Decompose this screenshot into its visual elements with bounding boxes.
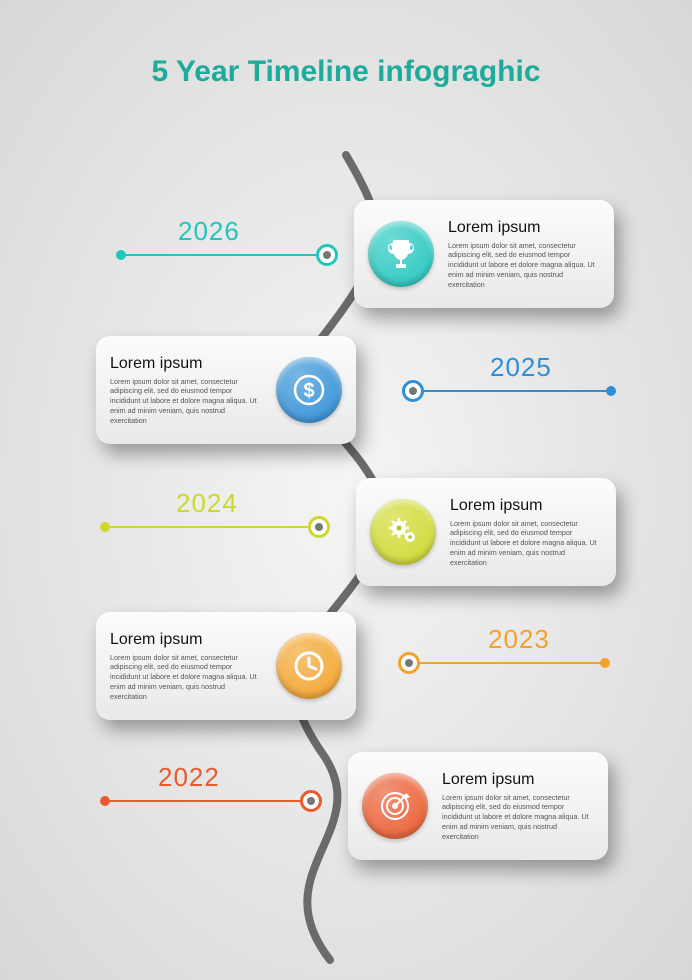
gears-icon [370, 499, 436, 565]
card-text: Lorem ipsum Lorem ipsum dolor sit amet, c… [110, 355, 262, 426]
timeline-node [398, 652, 420, 674]
card-body: Lorem ipsum dolor sit amet, consectetur … [442, 793, 594, 842]
line-end-dot [100, 522, 110, 532]
timeline-node [308, 516, 330, 538]
card-body: Lorem ipsum dolor sit amet, consectetur … [448, 241, 600, 290]
timeline-node [402, 380, 424, 402]
clock-icon [276, 633, 342, 699]
card-text: Lorem ipsum Lorem ipsum dolor sit amet, c… [110, 631, 262, 702]
connector-line [104, 800, 300, 802]
card-heading: Lorem ipsum [110, 355, 262, 373]
year-label: 2023 [488, 624, 550, 655]
timeline-node [316, 244, 338, 266]
dollar-icon [276, 357, 342, 423]
connector-line [413, 390, 610, 392]
year-label: 2026 [178, 216, 240, 247]
card-body: Lorem ipsum dolor sit amet, consectetur … [450, 519, 602, 568]
timeline-card: Lorem ipsum Lorem ipsum dolor sit amet, c… [96, 612, 356, 720]
card-heading: Lorem ipsum [110, 631, 262, 649]
card-body: Lorem ipsum dolor sit amet, consectetur … [110, 653, 262, 702]
timeline-card: Lorem ipsum Lorem ipsum dolor sit amet, c… [354, 200, 614, 308]
line-end-dot [606, 386, 616, 396]
timeline-layer: 2026 Lorem ipsum Lorem ipsum dolor sit ame… [0, 0, 692, 980]
year-label: 2025 [490, 352, 552, 383]
timeline-node [300, 790, 322, 812]
year-label: 2022 [158, 762, 220, 793]
card-text: Lorem ipsum Lorem ipsum dolor sit amet, c… [448, 219, 600, 290]
timeline-card: Lorem ipsum Lorem ipsum dolor sit amet, c… [356, 478, 616, 586]
line-end-dot [116, 250, 126, 260]
trophy-icon [368, 221, 434, 287]
year-label: 2024 [176, 488, 238, 519]
card-text: Lorem ipsum Lorem ipsum dolor sit amet, c… [442, 771, 594, 842]
card-heading: Lorem ipsum [450, 497, 602, 515]
timeline-card: Lorem ipsum Lorem ipsum dolor sit amet, c… [96, 336, 356, 444]
line-end-dot [100, 796, 110, 806]
card-heading: Lorem ipsum [448, 219, 600, 237]
card-text: Lorem ipsum Lorem ipsum dolor sit amet, c… [450, 497, 602, 568]
target-icon [362, 773, 428, 839]
line-end-dot [600, 658, 610, 668]
card-heading: Lorem ipsum [442, 771, 594, 789]
timeline-card: Lorem ipsum Lorem ipsum dolor sit amet, c… [348, 752, 608, 860]
connector-line [120, 254, 316, 256]
card-body: Lorem ipsum dolor sit amet, consectetur … [110, 377, 262, 426]
connector-line [409, 662, 604, 664]
connector-line [104, 526, 308, 528]
